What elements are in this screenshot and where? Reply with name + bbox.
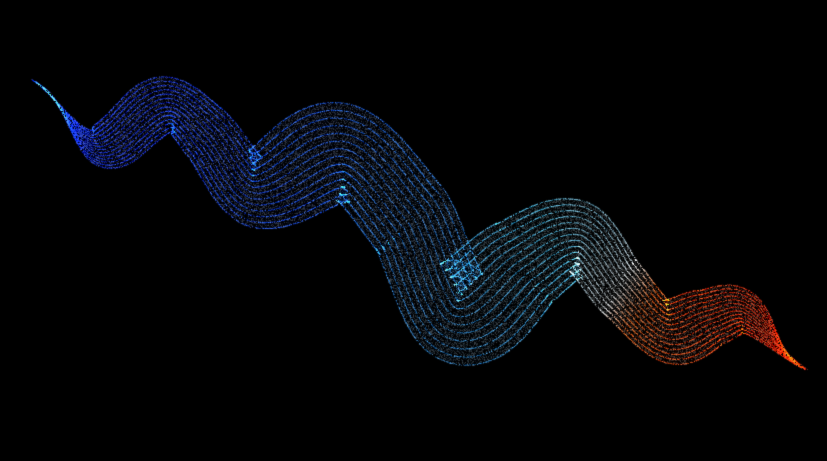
wave-ribbon-canvas [0, 0, 827, 461]
plot-root: Modulated Sine Wave Ribbon Surface A den… [0, 0, 827, 461]
